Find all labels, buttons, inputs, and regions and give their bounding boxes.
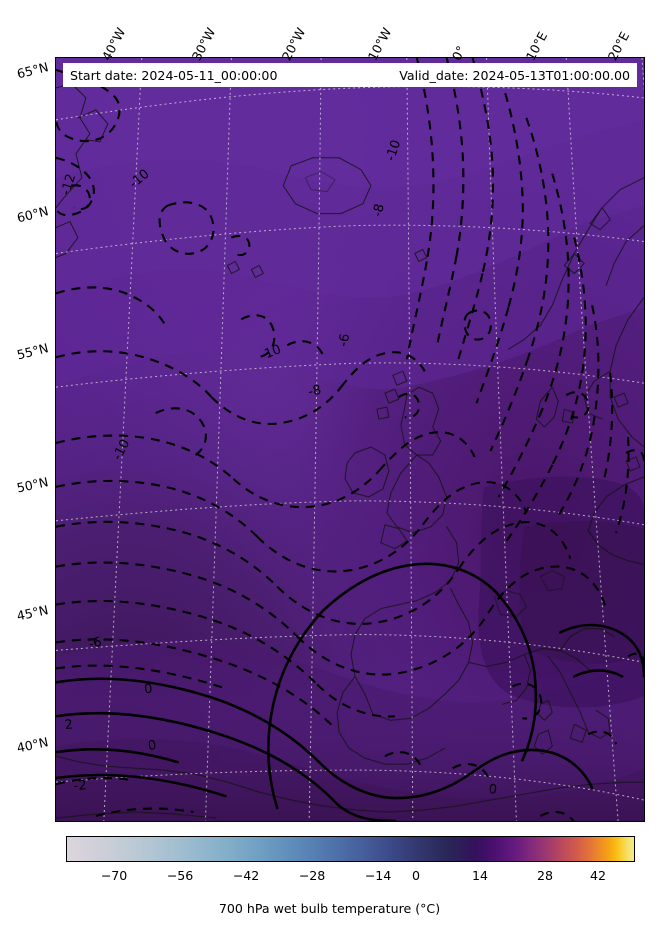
contour-label: -12 (58, 172, 79, 197)
contour-0-nw (56, 677, 321, 764)
contour-label: -6 (336, 333, 353, 348)
contour-label: -6 (87, 635, 103, 653)
gridline-lat-40n (56, 769, 644, 801)
colorbar-tick-label: −14 (364, 868, 392, 883)
colorbar-tick-label: −56 (166, 868, 194, 883)
field-band-north-3 (56, 58, 644, 188)
contour-0-e (471, 748, 594, 790)
lat-tick-label-45n: 45°N (15, 602, 50, 624)
valid-date-label: Valid_date: 2024-05-13T01:00:00.00 (399, 67, 630, 83)
contour-0-centre (321, 562, 498, 612)
coastlines (56, 83, 644, 819)
colorbar-title: 700 hPa wet bulb temperature (°C) (218, 901, 441, 916)
gridline-lat-65n (56, 85, 644, 121)
contour-label: 0 (147, 738, 157, 754)
map-axes: -12 -10 -10 -10 -10 -8 -8 -6 -6 0 0 0 2 … (55, 57, 645, 822)
gridlines (56, 58, 644, 821)
field-band-north-2 (56, 58, 644, 298)
map-canvas: -12 -10 -10 -10 -10 -8 -8 -6 -6 0 0 0 2 … (56, 58, 644, 821)
contour-label: -8 (307, 383, 323, 400)
gridline-lon-10e (565, 58, 619, 821)
contour-label: -10 (258, 342, 283, 364)
gridline-lat-60n (56, 224, 644, 254)
contour-label: -2 (73, 778, 87, 794)
gridline-lat-55n (56, 362, 644, 388)
contour-label: -10 (383, 138, 404, 163)
colorbar-tick-label: 42 (589, 868, 607, 883)
contour-label: 0 (144, 682, 154, 698)
contours-negative (56, 58, 644, 821)
contour-label: -8 (370, 202, 388, 218)
colorbar-gradient (67, 837, 634, 861)
gridline-lat-50n (56, 500, 644, 526)
contour-2-nw (56, 711, 339, 806)
start-date-label: Start date: 2024-05-11_00:00:00 (70, 67, 278, 83)
lat-tick-label-65n: 65°N (15, 59, 50, 82)
field-band-east-2 (519, 521, 644, 664)
lat-tick-label-50n: 50°N (15, 474, 50, 496)
contour-0-mid (317, 760, 474, 800)
colorbar-tick-label: −42 (232, 868, 260, 883)
colorbar-tick-label: 0 (411, 868, 421, 883)
gridline-lon-0 (486, 58, 517, 821)
lat-tick-label-40n: 40°N (15, 734, 50, 756)
contour-label: 2 (64, 717, 74, 733)
contour-label: 0 (488, 782, 497, 798)
colorbar-tick-label: −70 (100, 868, 128, 883)
colorbar-tick-label: −28 (298, 868, 326, 883)
colorbar-tick-label: 14 (471, 868, 489, 883)
colorbar (66, 836, 635, 862)
contours-positive (56, 562, 644, 821)
gridline-lon-10w (406, 58, 414, 821)
gridline-lon-30w (204, 58, 232, 821)
gridline-lat-45n (56, 633, 644, 663)
title-band: Start date: 2024-05-11_00:00:00 Valid_da… (63, 63, 637, 87)
gridline-lon-20w (308, 58, 322, 821)
lat-tick-label-55n: 55°N (15, 340, 50, 363)
colorbar-tick-label: 28 (536, 868, 554, 883)
lat-tick-label-60n: 60°N (15, 203, 50, 226)
